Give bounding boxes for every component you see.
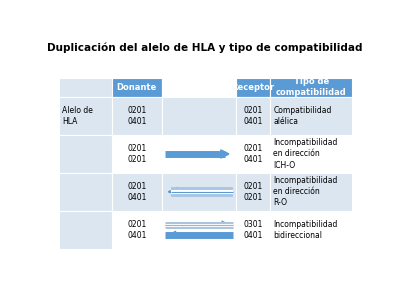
Bar — [162, 211, 236, 248]
Text: 0201
0401: 0201 0401 — [127, 182, 146, 202]
Bar — [236, 135, 270, 173]
Text: Donante: Donante — [117, 83, 157, 92]
Text: 0201
0401: 0201 0401 — [127, 106, 146, 126]
Bar — [236, 211, 270, 248]
Text: 0201
0201: 0201 0201 — [244, 182, 263, 202]
Bar — [59, 211, 112, 248]
Text: Receptor: Receptor — [232, 83, 275, 92]
Bar — [270, 211, 352, 248]
Bar — [236, 97, 270, 135]
Bar — [236, 173, 270, 211]
Bar — [59, 173, 112, 211]
Bar — [59, 97, 112, 135]
Bar — [270, 78, 352, 97]
Bar — [162, 135, 236, 173]
Bar — [162, 97, 236, 135]
Text: Incompatibilidad
en dirección
R-O: Incompatibilidad en dirección R-O — [273, 176, 338, 207]
Bar — [236, 78, 270, 97]
Text: Incompatibilidad
en dirección
ICH-O: Incompatibilidad en dirección ICH-O — [273, 138, 338, 170]
Text: Duplicación del alelo de HLA y tipo de compatibilidad: Duplicación del alelo de HLA y tipo de c… — [47, 43, 363, 53]
Bar — [59, 78, 112, 97]
Text: 0201
0401: 0201 0401 — [243, 106, 263, 126]
Text: Compatibilidad
alélica: Compatibilidad alélica — [273, 106, 332, 126]
Bar — [270, 97, 352, 135]
Bar — [112, 173, 162, 211]
Text: 0201
0401: 0201 0401 — [243, 144, 263, 164]
Bar — [162, 173, 236, 211]
Text: Incompatibilidad
bidireccional: Incompatibilidad bidireccional — [273, 220, 338, 240]
Bar — [112, 211, 162, 248]
Text: Tipo de
compatibilidad: Tipo de compatibilidad — [276, 77, 346, 98]
Bar — [59, 135, 112, 173]
Bar — [112, 78, 162, 97]
Bar — [112, 97, 162, 135]
Text: 0201
0201: 0201 0201 — [127, 144, 146, 164]
Bar — [162, 78, 236, 97]
Bar — [270, 135, 352, 173]
Text: 0301
0401: 0301 0401 — [243, 220, 263, 240]
Text: 0201
0401: 0201 0401 — [127, 220, 146, 240]
Text: Alelo de
HLA: Alelo de HLA — [62, 106, 93, 126]
Bar — [112, 135, 162, 173]
Bar — [270, 173, 352, 211]
